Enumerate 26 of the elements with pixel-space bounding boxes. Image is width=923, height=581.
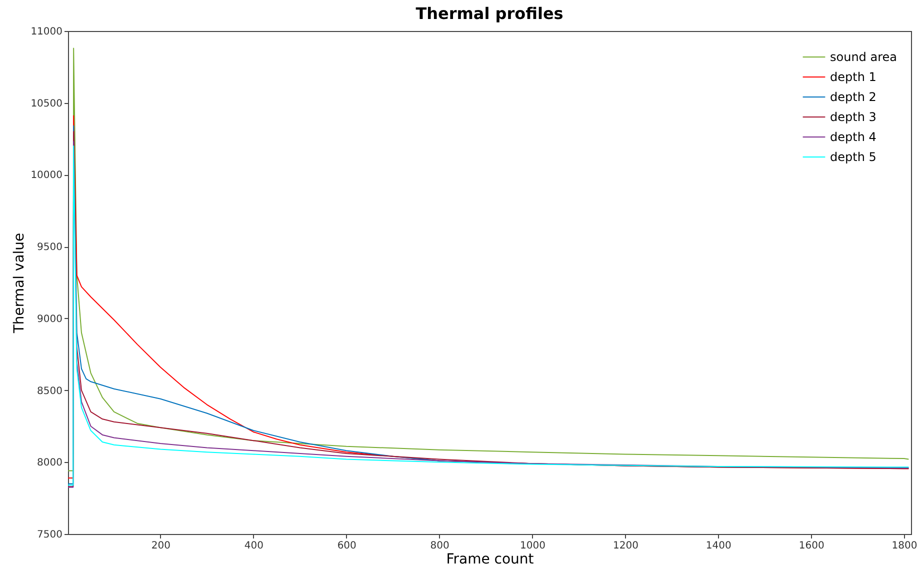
y-tick-label: 7500 <box>37 530 62 540</box>
x-tick-label: 600 <box>337 540 356 552</box>
x-tick-label: 200 <box>151 540 171 552</box>
legend-label: depth 3 <box>830 110 876 124</box>
legend-label: depth 1 <box>830 70 876 84</box>
legend-label: sound area <box>830 50 897 64</box>
y-tick-label: 9500 <box>37 242 62 254</box>
x-tick-label: 400 <box>244 540 264 552</box>
x-tick-label: 1600 <box>798 540 824 552</box>
x-axis-title: Frame count <box>446 552 534 568</box>
x-tick-label: 1000 <box>520 540 546 552</box>
x-tick-label: 800 <box>430 540 450 552</box>
y-tick-label: 8500 <box>37 386 62 397</box>
y-tick-label: 11000 <box>30 26 62 38</box>
legend-label: depth 5 <box>830 150 876 164</box>
chart-title: Thermal profiles <box>416 4 564 23</box>
y-tick-label: 10000 <box>30 170 62 182</box>
legend-label: depth 2 <box>830 90 876 104</box>
x-tick-label: 1200 <box>612 540 638 552</box>
y-tick-label: 9000 <box>37 314 62 325</box>
y-axis-title: Thermal value <box>12 232 28 334</box>
y-tick-label: 8000 <box>37 458 62 469</box>
x-tick-label: 1400 <box>706 540 732 552</box>
legend-label: depth 4 <box>830 130 876 144</box>
y-tick-label: 10500 <box>30 98 62 110</box>
x-tick-label: 1800 <box>892 540 918 552</box>
